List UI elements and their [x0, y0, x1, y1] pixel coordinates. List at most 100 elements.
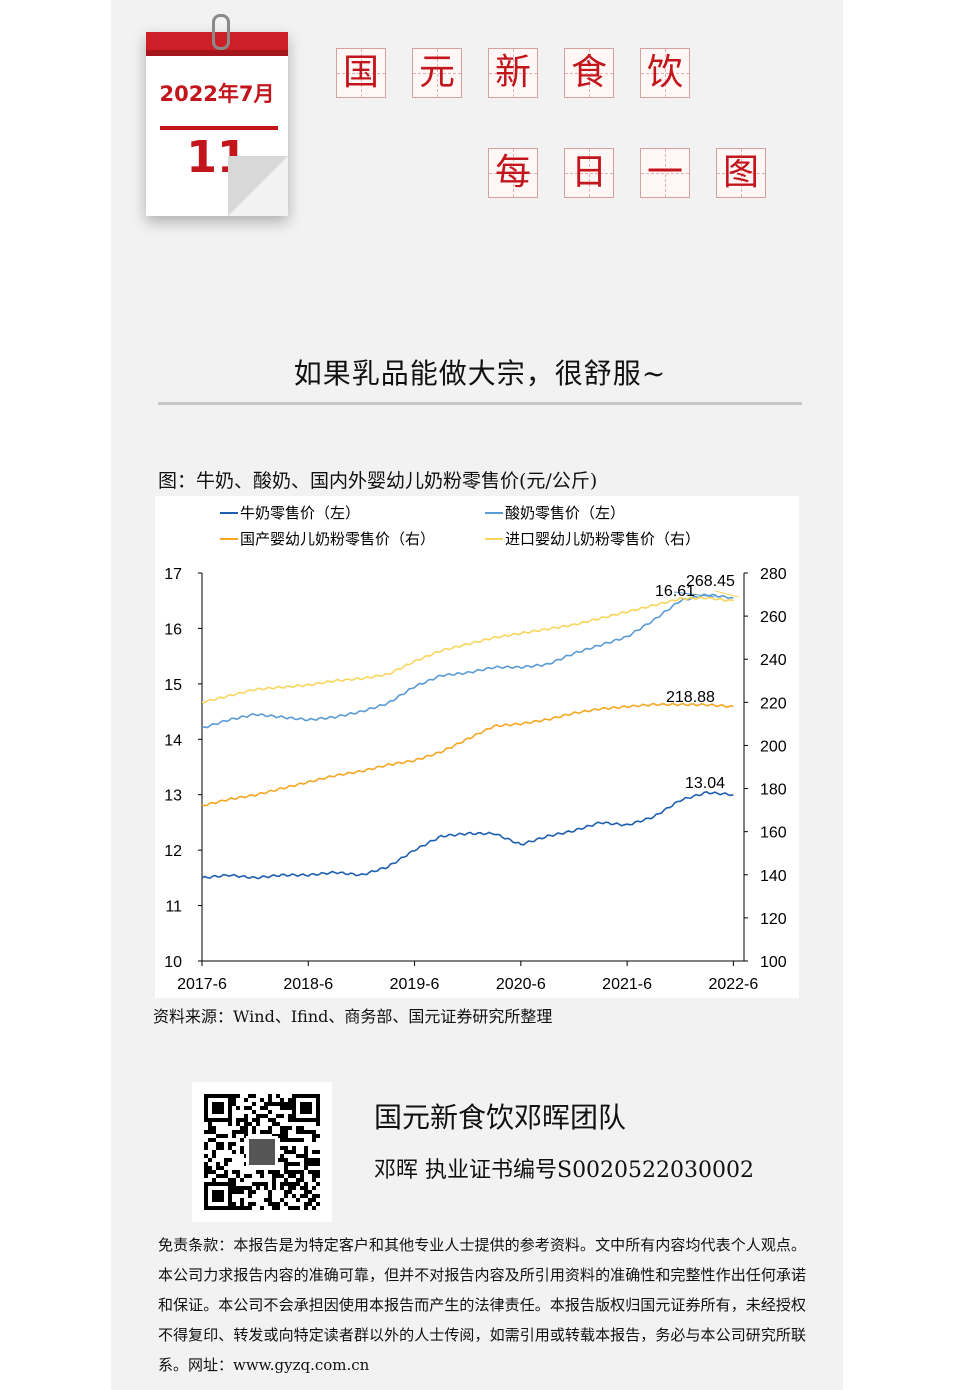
qr-module	[212, 1178, 216, 1182]
series-line	[201, 791, 734, 880]
qr-module	[276, 1170, 280, 1174]
qr-module	[220, 1146, 224, 1150]
qr-module	[300, 1138, 304, 1142]
qr-module	[204, 1162, 208, 1166]
qr-module	[208, 1138, 212, 1142]
y-right-tick-label: 220	[760, 695, 787, 712]
x-tick-label: 2021-6	[602, 976, 652, 993]
qr-module	[240, 1198, 244, 1202]
qr-module	[304, 1130, 308, 1134]
qr-module	[260, 1106, 264, 1110]
qr-module	[300, 1170, 304, 1174]
qr-module	[256, 1122, 260, 1126]
y-right-tick-label: 180	[760, 782, 787, 799]
y-right-tick-label: 120	[760, 911, 787, 928]
qr-module	[292, 1206, 296, 1210]
qr-module	[208, 1158, 212, 1162]
qr-module	[272, 1182, 276, 1186]
qr-module	[272, 1170, 276, 1174]
page-curl-icon	[228, 156, 288, 216]
qr-module	[228, 1146, 232, 1150]
y-left-tick-label: 17	[164, 566, 182, 583]
qr-module	[268, 1098, 272, 1102]
qr-module	[216, 1174, 220, 1178]
qr-module	[292, 1182, 296, 1186]
qr-module	[316, 1170, 320, 1174]
qr-module	[284, 1102, 288, 1106]
qr-module	[244, 1186, 248, 1190]
qr-module	[312, 1162, 316, 1166]
qr-module	[312, 1174, 316, 1178]
qr-module	[244, 1126, 248, 1130]
qr-module	[284, 1194, 288, 1198]
qr-module	[236, 1206, 240, 1210]
qr-module	[296, 1206, 300, 1210]
qr-module	[292, 1170, 296, 1174]
qr-module	[288, 1182, 292, 1186]
calendar-header-shadow	[146, 50, 288, 56]
qr-module	[240, 1150, 244, 1154]
qr-module	[292, 1138, 296, 1142]
title-char-cell: 元	[412, 48, 462, 98]
qr-module	[288, 1170, 292, 1174]
y-left-tick-label: 12	[164, 843, 182, 860]
qr-module	[260, 1098, 264, 1102]
qr-module	[232, 1094, 236, 1098]
qr-module	[292, 1194, 296, 1198]
qr-module	[292, 1174, 296, 1178]
qr-module	[232, 1170, 236, 1174]
qr-module	[232, 1190, 236, 1194]
qr-finder-center	[300, 1102, 312, 1114]
qr-module	[280, 1146, 284, 1150]
qr-module	[244, 1122, 248, 1126]
series-line	[201, 596, 734, 704]
qr-module	[312, 1170, 316, 1174]
qr-module	[264, 1102, 268, 1106]
title-char-cell: 饮	[640, 48, 690, 98]
qr-module	[304, 1186, 308, 1190]
qr-module	[288, 1138, 292, 1142]
qr-module	[228, 1178, 232, 1182]
qr-module	[280, 1186, 284, 1190]
qr-module	[304, 1150, 308, 1154]
qr-module	[284, 1162, 288, 1166]
qr-module	[316, 1134, 320, 1138]
qr-module	[312, 1150, 316, 1154]
qr-module	[284, 1166, 288, 1170]
y-right-tick-label: 160	[760, 825, 787, 842]
qr-module	[276, 1114, 280, 1118]
qr-module	[208, 1122, 212, 1126]
qr-module	[304, 1194, 308, 1198]
qr-module	[208, 1170, 212, 1174]
y-left-tick-label: 11	[165, 899, 182, 916]
qr-module	[240, 1178, 244, 1182]
qr-module	[312, 1186, 316, 1190]
qr-module	[220, 1174, 224, 1178]
legend-label: 酸奶零售价（左）	[505, 505, 625, 522]
qr-module	[264, 1106, 268, 1110]
x-tick-label: 2019-6	[390, 976, 440, 993]
qr-module	[264, 1186, 268, 1190]
qr-module	[272, 1102, 276, 1106]
qr-module	[304, 1154, 308, 1158]
qr-module	[276, 1094, 280, 1098]
data-label: 13.04	[685, 775, 725, 792]
qr-module	[272, 1186, 276, 1190]
qr-module	[280, 1130, 284, 1134]
qr-module	[244, 1106, 248, 1110]
qr-module	[288, 1206, 292, 1210]
qr-module	[232, 1142, 236, 1146]
qr-module	[232, 1182, 236, 1186]
legend-label: 牛奶零售价（左）	[240, 505, 360, 522]
disclaimer: 免责条款：本报告是为特定客户和其他专业人士提供的参考资料。文中所有内容均代表个人…	[158, 1236, 806, 1374]
qr-module	[240, 1190, 244, 1194]
qr-module	[272, 1122, 276, 1126]
qr-module	[236, 1130, 240, 1134]
qr-module	[248, 1194, 252, 1198]
qr-module	[276, 1122, 280, 1126]
qr-module	[208, 1166, 212, 1170]
qr-module	[288, 1162, 292, 1166]
qr-module	[296, 1126, 300, 1130]
qr-module	[312, 1178, 316, 1182]
qr-module	[292, 1186, 296, 1190]
